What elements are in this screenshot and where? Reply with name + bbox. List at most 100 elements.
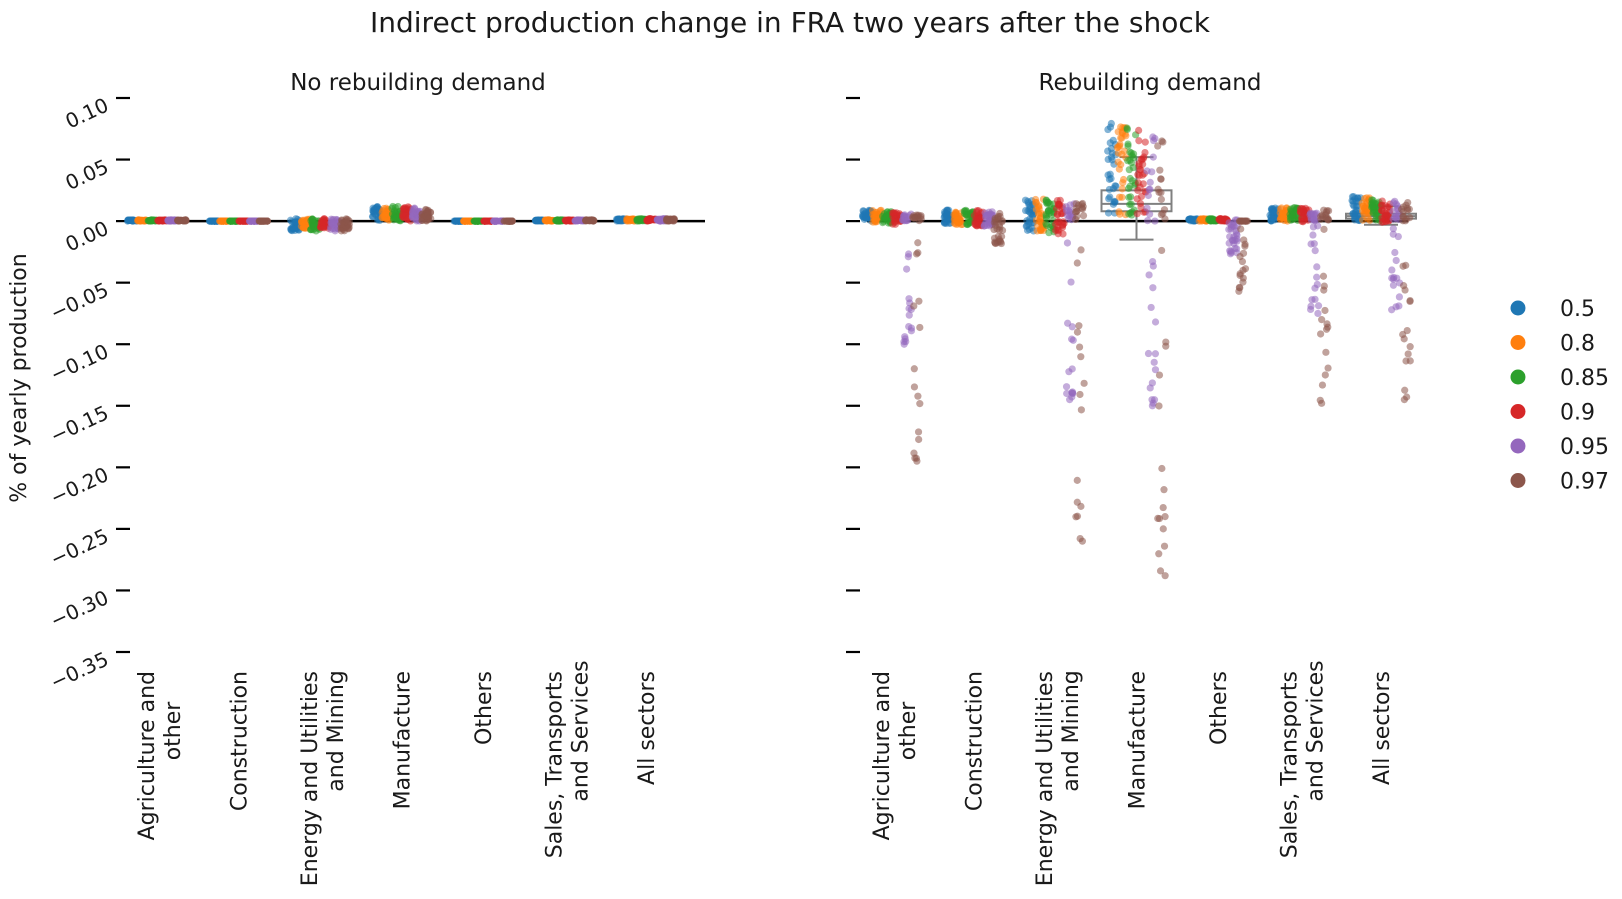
data-point (1055, 226, 1063, 234)
y-tick-label: 0.05 (62, 154, 113, 195)
data-point (1073, 207, 1081, 216)
data-point (1148, 379, 1156, 387)
data-point (1161, 513, 1169, 521)
data-point (1134, 186, 1142, 195)
data-point (1149, 258, 1157, 266)
data-point (982, 211, 990, 219)
legend-item: 0.85 (1510, 366, 1609, 391)
x-tick-label: Energy and Utilitiesand Mining (298, 670, 349, 886)
data-point (1150, 358, 1158, 366)
data-point (1279, 209, 1287, 218)
data-point (1066, 396, 1074, 404)
data-point (1160, 486, 1168, 494)
data-point (1161, 215, 1169, 223)
data-point (1135, 137, 1143, 145)
x-tick-label: Others (472, 671, 497, 745)
data-point (301, 217, 309, 226)
data-point (1122, 132, 1130, 140)
panel-rebuilding: Rebuilding demand Agriculture andother Co… (846, 70, 1417, 886)
chart-title: Indirect production change in FRA two ye… (370, 6, 1211, 39)
data-point (553, 216, 561, 224)
data-point (1320, 225, 1328, 233)
data-point (1114, 149, 1122, 157)
data-point (1077, 406, 1085, 414)
data-point (1317, 330, 1325, 338)
data-point (1149, 136, 1158, 145)
data-point (1307, 302, 1315, 310)
series-0-95 (898, 133, 1404, 410)
data-point (891, 210, 900, 218)
data-point (1286, 213, 1295, 222)
data-point (1319, 272, 1328, 280)
data-point (1406, 296, 1414, 305)
y-tick-label: −0.15 (46, 401, 112, 449)
data-point (916, 323, 924, 332)
data-point (1401, 386, 1409, 394)
data-point (1042, 212, 1050, 221)
y-axis-label: % of yearly production (7, 253, 32, 502)
data-point (1314, 302, 1323, 310)
data-point (1394, 232, 1402, 241)
data-point (508, 217, 517, 225)
y-tick-label: −0.35 (46, 647, 112, 695)
data-point (1392, 256, 1400, 265)
data-point (997, 238, 1005, 246)
data-point (380, 204, 388, 213)
data-point (1185, 215, 1193, 224)
data-point (1067, 278, 1075, 286)
data-point (1032, 216, 1041, 224)
x-tick-label: Sales, Transportsand Services (1278, 660, 1329, 858)
data-point (1078, 537, 1086, 545)
x-tick-label: Agriculture andother (870, 671, 921, 840)
data-point (1116, 210, 1124, 218)
data-point (1155, 188, 1163, 196)
data-point (910, 212, 918, 220)
data-point (879, 218, 887, 227)
data-point (910, 383, 919, 391)
data-point (1399, 208, 1407, 216)
data-point (1124, 157, 1132, 165)
data-point (942, 218, 950, 226)
data-point (571, 217, 579, 225)
data-point (1160, 206, 1169, 214)
data-point (1389, 281, 1398, 289)
data-point (1402, 357, 1410, 365)
data-point (409, 209, 417, 217)
data-point (1388, 266, 1396, 274)
data-point (1324, 364, 1332, 372)
data-point (1390, 273, 1398, 282)
data-point (1080, 379, 1088, 387)
legend-item: 0.9 (1510, 401, 1595, 426)
data-point (1321, 371, 1329, 379)
data-point (917, 215, 925, 223)
data-point (345, 224, 353, 232)
data-point (1402, 261, 1410, 269)
data-point (636, 215, 644, 223)
x-tick-label: All sectors (1370, 671, 1395, 785)
legend-marker (1510, 369, 1526, 385)
data-point (1156, 166, 1164, 174)
data-point (1144, 191, 1152, 200)
data-point (1310, 240, 1318, 248)
data-point (1240, 236, 1248, 244)
data-point (1104, 209, 1113, 217)
x-axis-rebuilding: Agriculture andother Construction Energy a… (870, 660, 1395, 886)
data-point (464, 217, 472, 225)
panel-no-rebuilding: No rebuilding demand 0.10 0.05 0.00 −0.05 −0… (46, 70, 705, 886)
data-point (1389, 225, 1397, 233)
data-point (1157, 195, 1165, 203)
plot-area-no-rebuilding (123, 202, 705, 235)
data-point (1157, 175, 1165, 183)
data-point (1320, 282, 1328, 290)
data-point (1034, 222, 1042, 230)
data-point (1124, 140, 1132, 148)
data-point (1318, 399, 1326, 407)
data-point (473, 217, 481, 225)
data-point (585, 216, 594, 224)
data-point (1321, 306, 1329, 315)
data-point (1046, 200, 1054, 208)
y-tick-label: −0.10 (46, 339, 112, 387)
data-point (1314, 309, 1322, 318)
data-point (1388, 306, 1396, 314)
data-point (1161, 572, 1169, 580)
